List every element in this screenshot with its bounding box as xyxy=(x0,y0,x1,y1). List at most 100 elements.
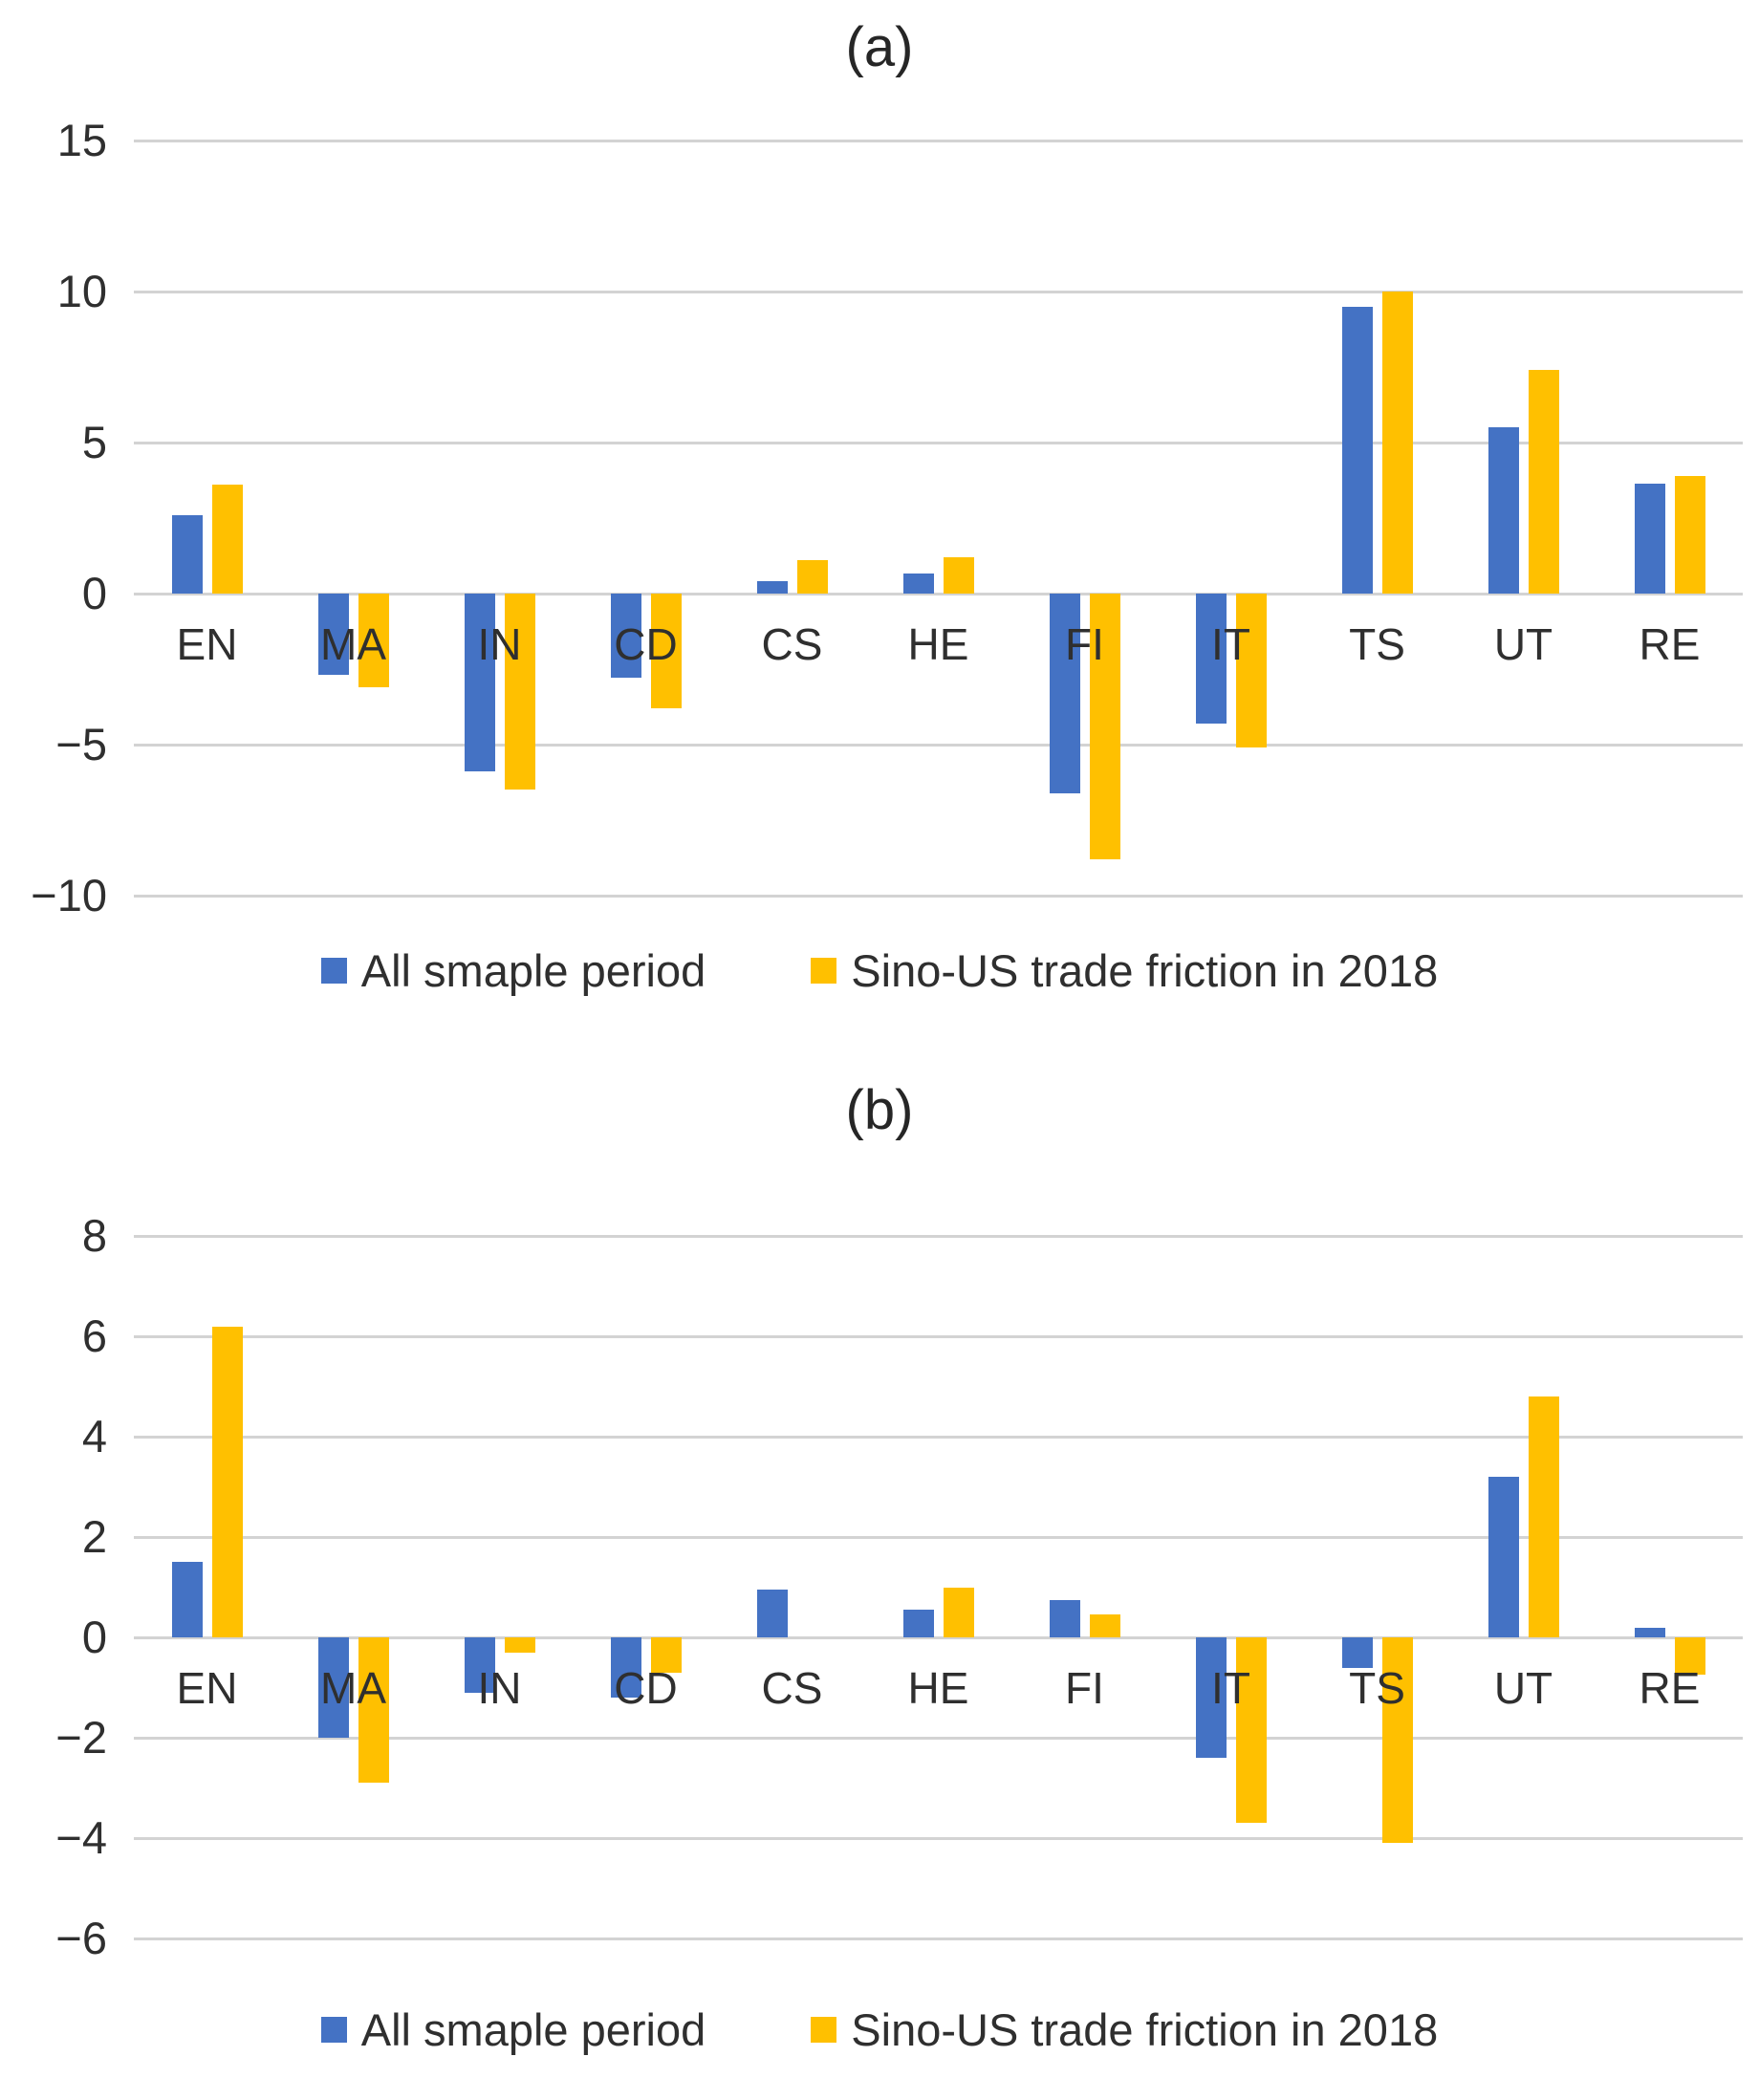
bar-HE-all-sample-period xyxy=(902,574,934,594)
y-axis-tick-label: −4 xyxy=(55,1812,107,1863)
y-axis-tick-label: 0 xyxy=(81,568,107,618)
x-axis-category-label: HE xyxy=(907,1663,969,1713)
x-axis-category-label: TS xyxy=(1349,1663,1405,1713)
bar-MA-all-sample-period xyxy=(317,1637,349,1738)
gridline-y--6 xyxy=(134,1937,1743,1940)
x-axis-category-label: HE xyxy=(907,619,969,669)
bar-CS-trade-friction-2018 xyxy=(796,560,828,594)
legend-label-all-sample-period: All smaple period xyxy=(360,2004,706,2055)
x-axis-category-label: EN xyxy=(176,619,238,669)
bar-MA-all-sample-period xyxy=(317,594,349,676)
chart-a-legend: All smaple period Sino-US trade friction… xyxy=(0,944,1759,997)
x-axis-category-label: UT xyxy=(1493,619,1553,669)
bar-HE-trade-friction-2018 xyxy=(943,1587,974,1637)
x-axis-category-label: RE xyxy=(1639,619,1701,669)
bar-CD-all-sample-period xyxy=(610,594,641,679)
gridline-y-4 xyxy=(134,1435,1743,1439)
bar-EN-all-sample-period xyxy=(171,514,203,594)
chart-a-title: (a) xyxy=(845,16,914,78)
x-axis-category-label: FI xyxy=(1065,619,1104,669)
legend-item-all-sample-period: All smaple period xyxy=(320,944,706,997)
bar-CS-all-sample-period xyxy=(756,581,788,594)
x-axis-category-label: EN xyxy=(176,1663,238,1713)
gridline-y-8 xyxy=(134,1234,1743,1238)
legend-label-all-sample-period: All smaple period xyxy=(360,945,706,996)
x-axis-category-label: IN xyxy=(477,1663,522,1713)
bar-UT-all-sample-period xyxy=(1488,427,1519,594)
gridline-y--10 xyxy=(134,894,1743,898)
gridline-y-0 xyxy=(134,1635,1743,1639)
bar-FI-trade-friction-2018 xyxy=(1089,1614,1120,1637)
bar-RE-trade-friction-2018 xyxy=(1674,1637,1705,1676)
y-axis-tick-label: 10 xyxy=(56,266,107,316)
x-axis-category-label: FI xyxy=(1065,1663,1104,1713)
legend-label-trade-friction: Sino-US trade friction in 2018 xyxy=(851,945,1439,996)
bar-RE-trade-friction-2018 xyxy=(1674,475,1705,594)
y-axis-tick-label: 5 xyxy=(81,417,107,467)
gridline-y-10 xyxy=(134,290,1743,293)
bar-CD-trade-friction-2018 xyxy=(650,594,682,709)
bar-RE-all-sample-period xyxy=(1634,1627,1665,1637)
bar-HE-all-sample-period xyxy=(902,1610,934,1637)
legend-swatch-blue-icon xyxy=(320,958,347,984)
y-axis-tick-label: 0 xyxy=(81,1612,107,1662)
bar-FI-all-sample-period xyxy=(1049,594,1080,793)
gridline-y-2 xyxy=(134,1535,1743,1539)
x-axis-category-label: CD xyxy=(614,619,678,669)
bar-MA-trade-friction-2018 xyxy=(358,1637,389,1784)
y-axis-tick-label: −2 xyxy=(55,1712,107,1763)
bar-CD-trade-friction-2018 xyxy=(650,1637,682,1673)
y-axis-tick-label: 15 xyxy=(56,115,107,165)
gridline-y--2 xyxy=(134,1736,1743,1740)
bar-TS-all-sample-period xyxy=(1341,306,1373,594)
bar-EN-trade-friction-2018 xyxy=(211,485,243,594)
bar-FI-trade-friction-2018 xyxy=(1089,594,1120,860)
chart-b-title: (b) xyxy=(845,1079,914,1141)
x-axis-category-label: IN xyxy=(477,619,522,669)
gridline-y-0 xyxy=(134,592,1743,595)
legend-item-trade-friction: Sino-US trade friction in 2018 xyxy=(811,944,1438,997)
x-axis-category-label: TS xyxy=(1349,619,1405,669)
x-axis-category-label: CD xyxy=(614,1663,678,1713)
gridline-y--4 xyxy=(134,1836,1743,1840)
x-axis-category-label: IT xyxy=(1211,619,1250,669)
gridline-y--5 xyxy=(134,743,1743,747)
legend-item-trade-friction: Sino-US trade friction in 2018 xyxy=(811,2003,1438,2056)
bar-UT-trade-friction-2018 xyxy=(1528,370,1559,594)
x-axis-category-label: UT xyxy=(1493,1663,1553,1713)
bar-IN-all-sample-period xyxy=(464,1637,495,1693)
y-axis-tick-label: 2 xyxy=(81,1511,107,1562)
legend-swatch-blue-icon xyxy=(320,2017,347,2043)
bar-MA-trade-friction-2018 xyxy=(358,594,389,687)
chart-a-plot-area: 15 10 5 0 −5 −10 EN MA IN CD CS HE FI IT TS UT RE xyxy=(31,115,1743,920)
bar-IT-trade-friction-2018 xyxy=(1235,594,1267,748)
y-axis-tick-label: 4 xyxy=(81,1411,107,1461)
bar-TS-trade-friction-2018 xyxy=(1381,292,1413,594)
x-axis-category-label: CS xyxy=(761,1663,823,1713)
x-axis-category-label: RE xyxy=(1639,1663,1701,1713)
gridline-y-5 xyxy=(134,441,1743,444)
bar-FI-all-sample-period xyxy=(1049,1599,1080,1637)
y-axis-tick-label: −10 xyxy=(31,870,107,920)
y-axis-tick-label: −6 xyxy=(55,1913,107,1963)
chart-b-plot-area: 8 6 4 2 0 −2 −4 −6 EN MA IN CD CS HE FI IT TS UT RE xyxy=(55,1210,1743,1963)
bar-CD-all-sample-period xyxy=(610,1637,641,1698)
gridline-y-6 xyxy=(134,1334,1743,1338)
bar-TS-all-sample-period xyxy=(1341,1637,1373,1668)
x-axis-category-label: IT xyxy=(1211,1663,1250,1713)
bar-UT-all-sample-period xyxy=(1488,1477,1519,1637)
x-axis-category-label: MA xyxy=(320,619,386,669)
bar-IN-trade-friction-2018 xyxy=(504,1637,535,1653)
bar-UT-trade-friction-2018 xyxy=(1528,1396,1559,1637)
chart-b-legend: All smaple period Sino-US trade friction… xyxy=(0,2003,1759,2056)
bar-IN-all-sample-period xyxy=(464,594,495,772)
legend-swatch-gold-icon xyxy=(811,2017,837,2043)
legend-swatch-gold-icon xyxy=(811,958,837,984)
bar-IT-trade-friction-2018 xyxy=(1235,1637,1267,1824)
bar-HE-trade-friction-2018 xyxy=(943,557,974,594)
y-axis-tick-label: −5 xyxy=(55,719,107,769)
legend-item-all-sample-period: All smaple period xyxy=(320,2003,706,2056)
x-axis-category-label: CS xyxy=(761,619,823,669)
bar-EN-trade-friction-2018 xyxy=(211,1326,243,1637)
